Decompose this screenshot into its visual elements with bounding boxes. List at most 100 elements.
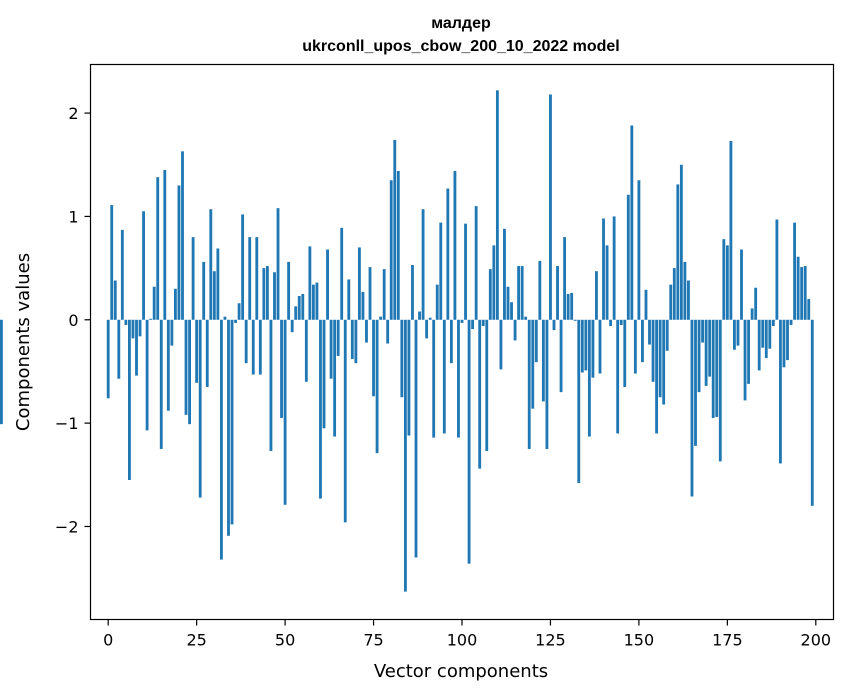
bar xyxy=(485,319,489,452)
bar xyxy=(623,319,627,387)
x-tick-label: 100 xyxy=(447,631,478,650)
bar xyxy=(807,299,811,320)
bar xyxy=(198,319,202,498)
bar xyxy=(796,256,800,320)
chart-title: малдер xyxy=(431,15,491,32)
bar xyxy=(435,284,439,320)
bar xyxy=(280,319,283,418)
bar xyxy=(411,265,414,320)
bar xyxy=(166,319,170,411)
bar xyxy=(488,269,492,320)
y-axis-title: Components values xyxy=(13,253,34,431)
bar xyxy=(400,319,404,398)
bar xyxy=(361,291,365,320)
bar xyxy=(641,319,644,363)
bar xyxy=(393,139,397,320)
bar xyxy=(704,319,708,386)
bar xyxy=(248,237,252,320)
bar xyxy=(191,237,195,320)
bar xyxy=(651,319,655,382)
x-axis: 0 25 50 75 100 125 150 175 200 xyxy=(103,619,832,650)
bar xyxy=(131,319,135,339)
bar xyxy=(587,319,591,437)
bar xyxy=(506,286,510,320)
bar xyxy=(690,319,694,497)
bar xyxy=(761,319,765,348)
bar xyxy=(152,286,156,320)
bar xyxy=(319,319,322,499)
bar xyxy=(184,319,188,415)
bar xyxy=(177,185,181,320)
bar xyxy=(223,316,227,320)
bar xyxy=(669,284,673,320)
bar xyxy=(499,319,503,370)
bar xyxy=(464,223,467,320)
bar xyxy=(290,319,294,333)
bar xyxy=(559,319,563,393)
bar xyxy=(442,319,446,434)
bar xyxy=(481,319,485,326)
bar xyxy=(241,214,245,320)
bar xyxy=(782,319,786,368)
bar xyxy=(789,319,793,325)
bar xyxy=(389,180,393,320)
bar xyxy=(616,319,620,434)
bar xyxy=(711,319,715,418)
x-tick-label: 200 xyxy=(801,631,832,650)
bar xyxy=(407,319,411,436)
bar xyxy=(449,319,453,364)
bar xyxy=(110,205,114,320)
bar xyxy=(715,319,719,417)
bar xyxy=(135,319,138,376)
bar xyxy=(120,229,124,320)
bar xyxy=(294,306,298,320)
bar xyxy=(375,319,379,454)
bar xyxy=(605,245,609,320)
bar xyxy=(315,282,319,320)
bar xyxy=(113,280,117,320)
bar xyxy=(697,319,701,393)
bar xyxy=(471,319,475,330)
bar xyxy=(619,319,623,325)
bar xyxy=(520,266,524,320)
bar xyxy=(510,302,513,320)
bar xyxy=(276,208,280,320)
bar xyxy=(595,271,598,320)
plot-frame xyxy=(89,63,835,621)
bar xyxy=(212,271,216,320)
bar xyxy=(255,237,259,320)
bar xyxy=(326,249,329,320)
bar xyxy=(386,319,390,344)
bar xyxy=(453,170,457,320)
bar xyxy=(283,319,287,505)
bar xyxy=(754,287,758,320)
bar xyxy=(460,319,464,323)
bar xyxy=(725,245,729,320)
bar xyxy=(541,319,545,402)
x-tick-label: 50 xyxy=(275,631,295,650)
bar xyxy=(531,319,535,409)
bar xyxy=(524,316,528,320)
bar xyxy=(273,272,276,320)
bar xyxy=(311,284,315,320)
bar xyxy=(612,216,616,320)
bar xyxy=(382,269,386,320)
bar xyxy=(545,319,549,449)
bar xyxy=(729,140,733,320)
bar xyxy=(722,239,726,320)
bar xyxy=(803,266,807,320)
bar xyxy=(495,90,499,320)
bar xyxy=(800,267,804,320)
bar xyxy=(234,319,237,323)
bar xyxy=(694,319,697,446)
bar xyxy=(170,319,174,346)
bar xyxy=(492,245,496,320)
bar xyxy=(432,319,436,438)
bar xyxy=(163,169,167,320)
bar xyxy=(350,319,354,360)
y-tick-label: −2 xyxy=(55,517,79,536)
bar xyxy=(156,177,160,320)
bar xyxy=(474,206,478,320)
y-axis: −2 −1 0 1 2 xyxy=(55,104,91,536)
